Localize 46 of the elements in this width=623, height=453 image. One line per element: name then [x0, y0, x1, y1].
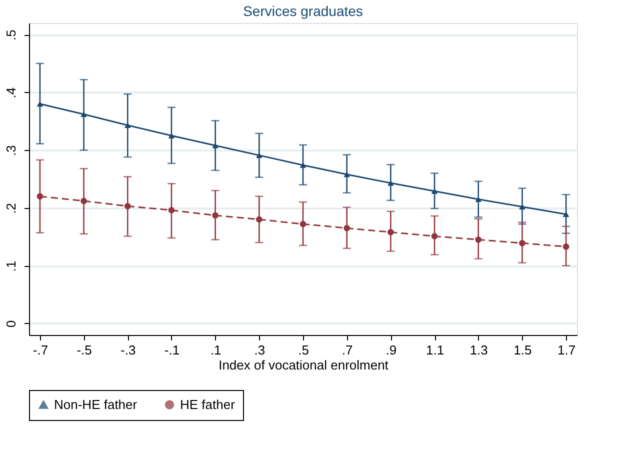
x-tick-label: .9: [386, 342, 397, 358]
point: [431, 188, 438, 194]
point: [344, 224, 350, 232]
point: [475, 196, 482, 202]
point: [36, 101, 44, 107]
x-tick-label: -.1: [164, 342, 180, 358]
y-tick-label: .2: [4, 202, 18, 214]
point: [168, 207, 175, 214]
point: [562, 212, 570, 217]
point: [80, 198, 87, 204]
point: [168, 132, 175, 138]
x-tick-label: 1.7: [558, 342, 576, 358]
x-tick-label: .5: [298, 342, 309, 358]
point: [124, 203, 131, 210]
point: [256, 152, 262, 158]
y-tick-label: .5: [4, 30, 18, 40]
x-tick-label: 1.5: [514, 342, 532, 358]
x-tick-label: .1: [210, 342, 222, 358]
chart-title: Services graduates: [243, 3, 363, 19]
point: [431, 233, 438, 240]
x-tick-label: 1.1: [426, 342, 444, 358]
y-tick-label: .1: [4, 260, 18, 272]
x-tick-label: -.5: [76, 342, 92, 358]
point: [212, 212, 218, 219]
x-tick-label: 1.3: [470, 342, 488, 358]
x-tick-label: -.7: [32, 342, 48, 358]
x-tick-label: .7: [342, 342, 353, 358]
x-axis-title: Index of vocational enrolment: [218, 358, 389, 372]
x-tick-label: .3: [254, 342, 266, 358]
point: [344, 172, 350, 178]
y-tick-label: 0: [4, 320, 18, 328]
point: [475, 236, 482, 243]
x-tick-label: -.3: [120, 342, 136, 358]
legend-label: HE father: [180, 396, 236, 412]
y-tick-label: .3: [4, 145, 18, 156]
point: [36, 193, 44, 200]
point: [300, 162, 306, 168]
point: [562, 243, 570, 250]
y-tick-label: .4: [4, 87, 18, 98]
point: [300, 220, 306, 228]
legend-label: Non-HE father: [54, 396, 138, 412]
point: [388, 229, 394, 236]
point: [519, 240, 526, 246]
point: [124, 122, 131, 128]
point: [80, 112, 87, 118]
point: [256, 216, 262, 223]
